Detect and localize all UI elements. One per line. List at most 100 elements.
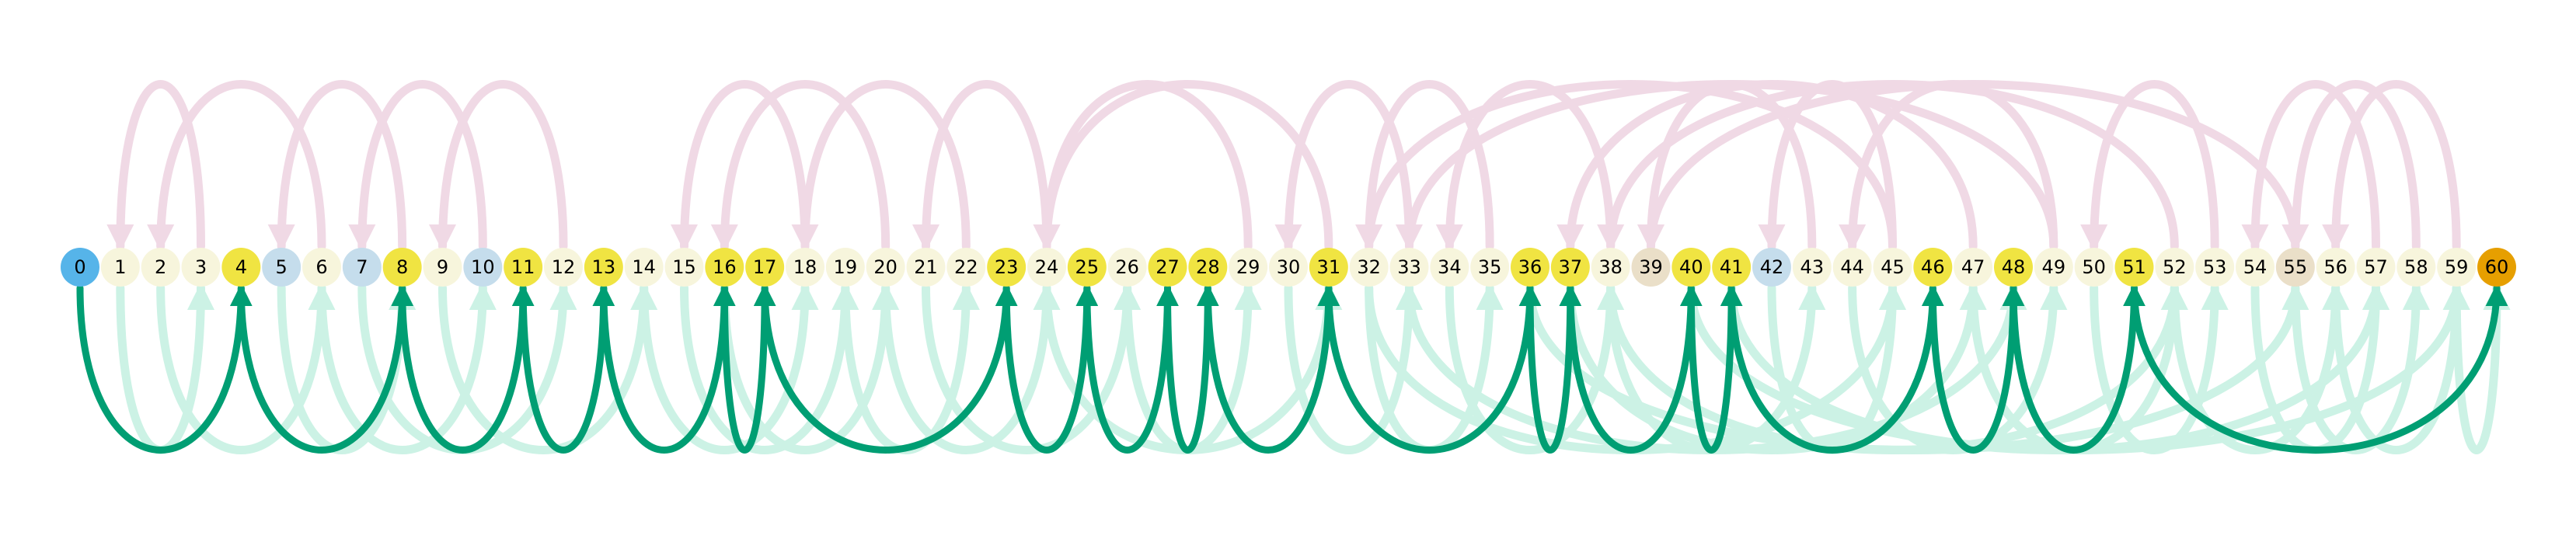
node-circle [504, 248, 543, 287]
node-50: 50 [2074, 248, 2114, 287]
node-circle [382, 248, 422, 287]
node-circle [1470, 248, 1510, 287]
node-label: 58 [2404, 256, 2428, 278]
node-circle [1913, 248, 1953, 287]
edge-16-to-17 [720, 283, 776, 454]
node-circle [1591, 248, 1630, 287]
edge-11-to-13 [519, 283, 615, 454]
node-label: 5 [276, 256, 288, 278]
node-8: 8 [382, 248, 422, 287]
node-label: 2 [155, 256, 166, 278]
node-16: 16 [705, 248, 744, 287]
node-label: 18 [793, 256, 817, 278]
edge-17-to-23 [761, 283, 1018, 454]
node-48: 48 [1994, 248, 2033, 287]
node-circle [745, 248, 785, 287]
node-label: 37 [1559, 256, 1583, 278]
node-circle [423, 248, 462, 287]
edge-45-to-32 [1355, 80, 1897, 252]
node-label: 31 [1317, 256, 1341, 278]
node-59: 59 [2437, 248, 2477, 287]
edge-49-to-33 [1395, 80, 2058, 252]
node-label: 23 [995, 256, 1019, 278]
node-circle [262, 248, 302, 287]
edge-55-to-39 [1637, 80, 2300, 252]
node-circle [342, 248, 382, 287]
node-circle [544, 248, 583, 287]
node-37: 37 [1550, 248, 1590, 287]
node-circle [2074, 248, 2114, 287]
node-43: 43 [1792, 248, 1832, 287]
node-circle [705, 248, 744, 287]
edge-6-to-10 [317, 282, 497, 454]
edge-3-to-1 [106, 80, 205, 252]
node-27: 27 [1148, 248, 1187, 287]
edge-34-to-38 [1445, 282, 1625, 454]
node-label: 20 [873, 256, 898, 278]
node-57: 57 [2356, 248, 2396, 287]
node-24: 24 [1027, 248, 1066, 287]
node-circle [906, 248, 946, 287]
node-label: 8 [396, 256, 408, 278]
node-label: 25 [1075, 256, 1100, 278]
node-38: 38 [1591, 248, 1630, 287]
node-47: 47 [1954, 248, 1993, 287]
edge-35-to-32 [1355, 80, 1494, 252]
node-label: 46 [1921, 256, 1945, 278]
node-label: 36 [1518, 256, 1542, 278]
node-56: 56 [2316, 248, 2355, 287]
node-label: 19 [834, 256, 858, 278]
node-circle [1107, 248, 1147, 287]
node-circle [2034, 248, 2073, 287]
edge-8-to-5 [267, 80, 407, 252]
node-circle [2396, 248, 2436, 287]
node-circle [624, 248, 664, 287]
node-circle [2316, 248, 2355, 287]
node-circle [2236, 248, 2274, 287]
node-9: 9 [423, 248, 462, 287]
node-circle [1832, 248, 1872, 287]
node-label: 38 [1598, 256, 1623, 278]
node-45: 45 [1873, 248, 1912, 287]
node-circle [1188, 248, 1228, 287]
node-label: 30 [1277, 256, 1301, 278]
node-label: 32 [1357, 256, 1381, 278]
edge-41-to-57 [1727, 282, 2390, 454]
node-circle [302, 248, 341, 287]
node-circle [2155, 248, 2194, 287]
node-label: 14 [632, 256, 656, 278]
nodes-layer: 0 1 2 3 4 5 6 7 8 9 10 11 12 13 14 15 16 17 18 19 20 21 22 23 24… [61, 248, 2516, 287]
node-circle [987, 248, 1027, 287]
node-32: 32 [1349, 248, 1389, 287]
node-34: 34 [1430, 248, 1469, 287]
edge-16-to-20 [720, 282, 900, 454]
node-53: 53 [2195, 248, 2235, 287]
node-30: 30 [1269, 248, 1308, 287]
node-40: 40 [1671, 248, 1711, 287]
node-label: 0 [74, 256, 85, 278]
node-circle [1067, 248, 1107, 287]
edge-40-to-41 [1687, 283, 1743, 454]
node-label: 21 [914, 256, 938, 278]
node-circle [1148, 248, 1187, 287]
node-circle [1550, 248, 1590, 287]
node-label: 22 [954, 256, 978, 278]
node-label: 47 [1961, 256, 1985, 278]
node-label: 24 [1035, 256, 1059, 278]
node-circle [664, 248, 704, 287]
edge-15-to-19 [680, 282, 859, 454]
node-4: 4 [221, 248, 261, 287]
node-circle [1792, 248, 1832, 287]
highlighted-path-layer [76, 283, 2508, 454]
node-54: 54 [2236, 248, 2274, 287]
node-label: 15 [672, 256, 696, 278]
edge-27-to-28 [1164, 283, 1219, 454]
node-17: 17 [745, 248, 785, 287]
node-label: 55 [2284, 256, 2308, 278]
node-14: 14 [624, 248, 664, 287]
node-circle [1873, 248, 1912, 287]
edge-37-to-40 [1567, 283, 1703, 454]
node-36: 36 [1511, 248, 1549, 287]
node-label: 53 [2203, 256, 2227, 278]
